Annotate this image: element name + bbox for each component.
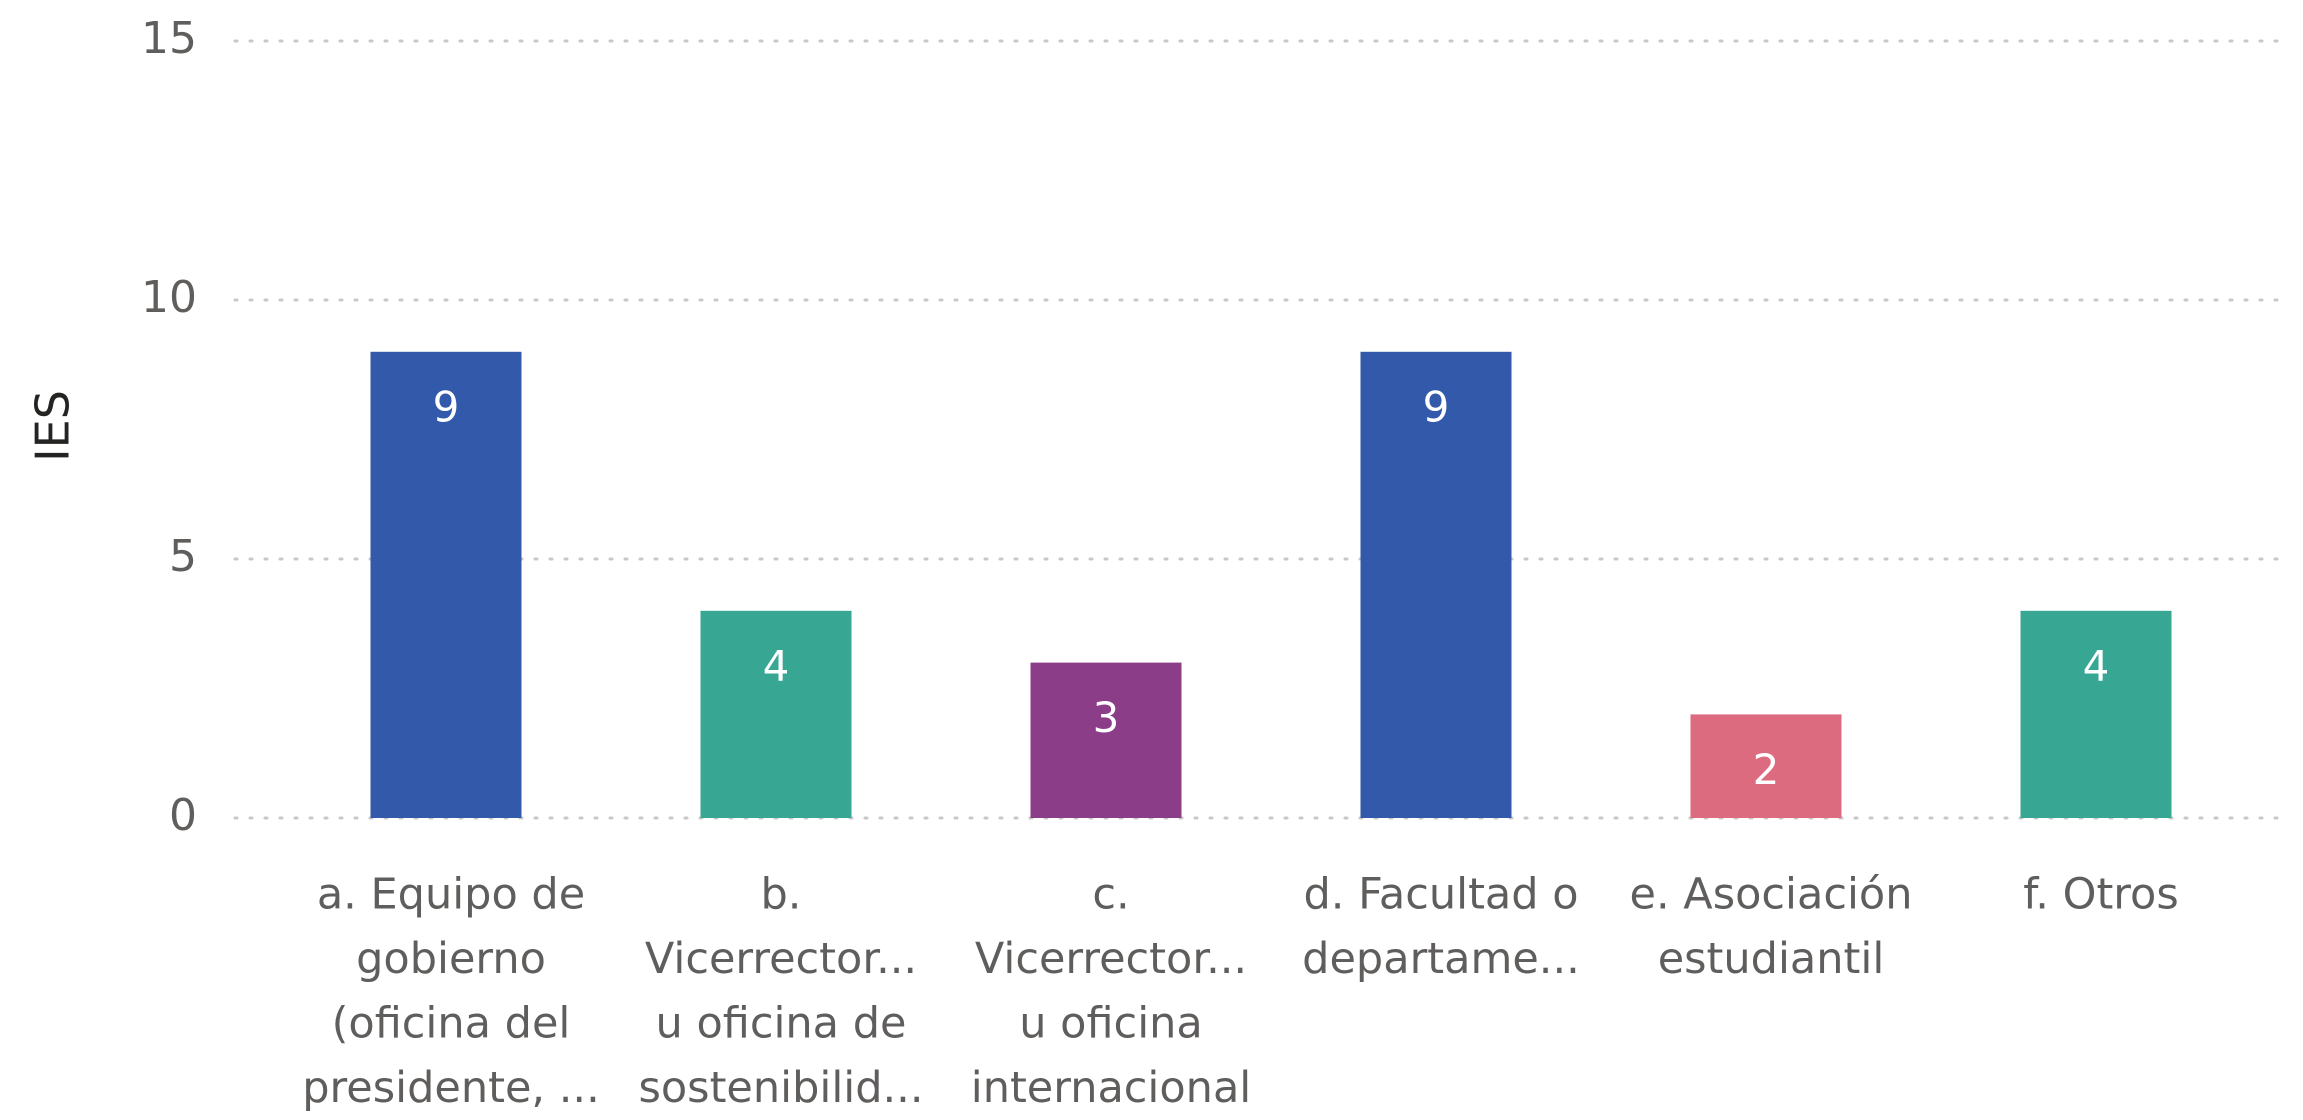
x-tick-label: gobierno [356,934,546,984]
value-label: 2 [1753,745,1780,794]
x-tick-label: (oficina del [332,999,571,1049]
x-tick-label: u oficina [1019,999,1203,1049]
x-tick-label: a. Equipo de [317,870,585,920]
value-label: 3 [1093,693,1120,742]
y-tick-label: 10 [141,272,197,323]
x-tick-label: estudiantil [1658,934,1885,984]
y-tick-label: 15 [141,13,197,64]
bar [700,610,852,818]
x-tick-label: u oficina de [656,999,907,1049]
value-label: 4 [763,641,790,690]
value-label: 9 [1423,382,1450,431]
x-tick-label: Vicerrector... [645,934,917,984]
y-tick-label: 5 [169,531,197,582]
y-tick-label: 0 [169,790,197,841]
value-label: 9 [433,382,460,431]
y-axis-title: IES [26,390,80,462]
x-tick-label: presidente, ... [302,1063,600,1113]
bar [1690,714,1842,818]
x-tick-label: c. [1092,870,1129,920]
bar [1360,351,1512,818]
bar [1030,662,1182,818]
x-tick-label: internacional [971,1063,1252,1113]
x-tick-label: e. Asociación [1629,870,1912,920]
x-tick-label: b. [761,870,802,920]
value-label: 4 [2083,641,2110,690]
bar [370,351,522,818]
x-tick-label: d. Facultad o [1303,870,1578,920]
x-tick-label: sostenibilid... [638,1063,923,1113]
x-tick-label: Vicerrector... [975,934,1247,984]
x-tick-label: departame... [1302,934,1580,984]
bar [2020,610,2172,818]
x-tick-label: f. Otros [2023,870,2179,920]
